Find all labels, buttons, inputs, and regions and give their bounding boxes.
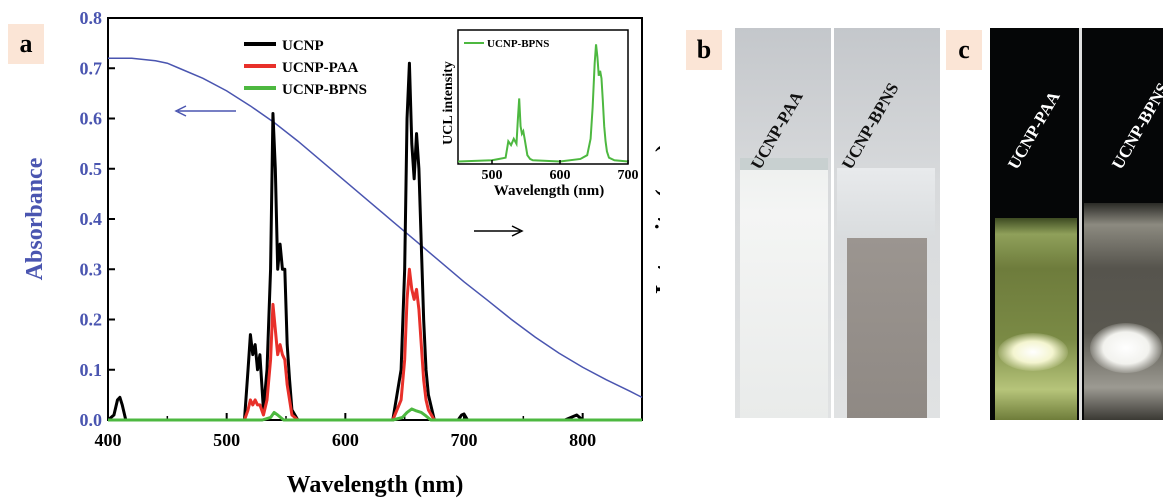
y-axis-label-left: Absorbance bbox=[22, 157, 48, 280]
inset-x-tick-label: 500 bbox=[482, 168, 503, 183]
panel-b-photo: UCNP-PAA UCNP-BPNS bbox=[735, 28, 940, 418]
vial-divider-c bbox=[1079, 28, 1082, 420]
panel-c-vial-label-bpns: UCNP-BPNS bbox=[1108, 79, 1163, 173]
x-tick-label: 800 bbox=[569, 430, 596, 450]
y-tick-label: 0.0 bbox=[80, 410, 103, 430]
y-axis-label-right: Intensity (a.u.) bbox=[652, 144, 660, 294]
spectrum-chart: 400 500 600 700 800 0.0 0.1 0.2 0.3 0.4 0.5 0.6 0.7 0… bbox=[22, 8, 660, 498]
inset-frame bbox=[457, 29, 629, 165]
y-tick-label: 0.7 bbox=[80, 58, 103, 78]
panel-b-letter: b bbox=[686, 30, 722, 70]
vial-paa-glow bbox=[995, 218, 1077, 420]
absorbance-line bbox=[108, 57, 643, 399]
panel-b-vial-label-bpns: UCNP-BPNS bbox=[838, 79, 903, 173]
panel-a-letter-text: a bbox=[19, 29, 33, 58]
intensity-arrowhead bbox=[511, 225, 524, 237]
legend-label-ucnp-paa: UCNP-PAA bbox=[282, 60, 359, 76]
series-ucnp-paa-line bbox=[226, 267, 642, 422]
inset-x-tick-label: 600 bbox=[550, 168, 571, 183]
vial-bpns-grey bbox=[847, 238, 927, 418]
x-axis-label: Wavelength (nm) bbox=[287, 472, 464, 498]
vial-paa-hotspot bbox=[998, 333, 1068, 371]
panel-a-letter: a bbox=[8, 24, 44, 64]
x-tick-label: 700 bbox=[451, 430, 478, 450]
y-tick-label: 0.5 bbox=[80, 159, 103, 179]
y-tick-label: 0.3 bbox=[80, 259, 103, 279]
inset-y-axis-label: UCL intensity bbox=[441, 61, 456, 145]
legend-label-ucnp: UCNP bbox=[282, 38, 324, 54]
absorbance-arrowhead bbox=[174, 105, 187, 117]
panel-c-vial-label-paa: UCNP-PAA bbox=[1004, 88, 1064, 173]
panel-c-letter-text: c bbox=[958, 35, 970, 64]
x-tick-label: 500 bbox=[213, 430, 240, 450]
vial-divider bbox=[831, 28, 834, 418]
inset-x-tick-label: 700 bbox=[618, 168, 639, 183]
y-tick-label: 0.8 bbox=[80, 8, 103, 28]
inset-legend-label: UCNP-BPNS bbox=[487, 38, 549, 50]
series-ucnp-bpns-line bbox=[108, 407, 642, 422]
vial-bpns-hotspot bbox=[1090, 323, 1162, 373]
y-tick-label: 0.6 bbox=[80, 109, 103, 129]
panel-c-photo: UCNP-PAA UCNP-BPNS bbox=[990, 28, 1163, 420]
legend-label-ucnp-bpns: UCNP-BPNS bbox=[282, 82, 367, 98]
inset-x-axis-label: Wavelength (nm) bbox=[494, 183, 604, 199]
vial-paa-meniscus bbox=[740, 158, 828, 170]
y-tick-label: 0.1 bbox=[80, 360, 103, 380]
panel-c-letter: c bbox=[946, 30, 982, 70]
y-tick-label: 0.2 bbox=[80, 310, 103, 330]
x-tick-label: 400 bbox=[95, 430, 122, 450]
y-tick-label: 0.4 bbox=[80, 209, 103, 229]
vial-bpns-glow bbox=[1084, 203, 1163, 420]
vial-paa-white bbox=[740, 163, 828, 418]
vial-bpns-clear bbox=[837, 168, 935, 238]
x-tick-label: 600 bbox=[332, 430, 359, 450]
panel-b-letter-text: b bbox=[696, 35, 712, 64]
